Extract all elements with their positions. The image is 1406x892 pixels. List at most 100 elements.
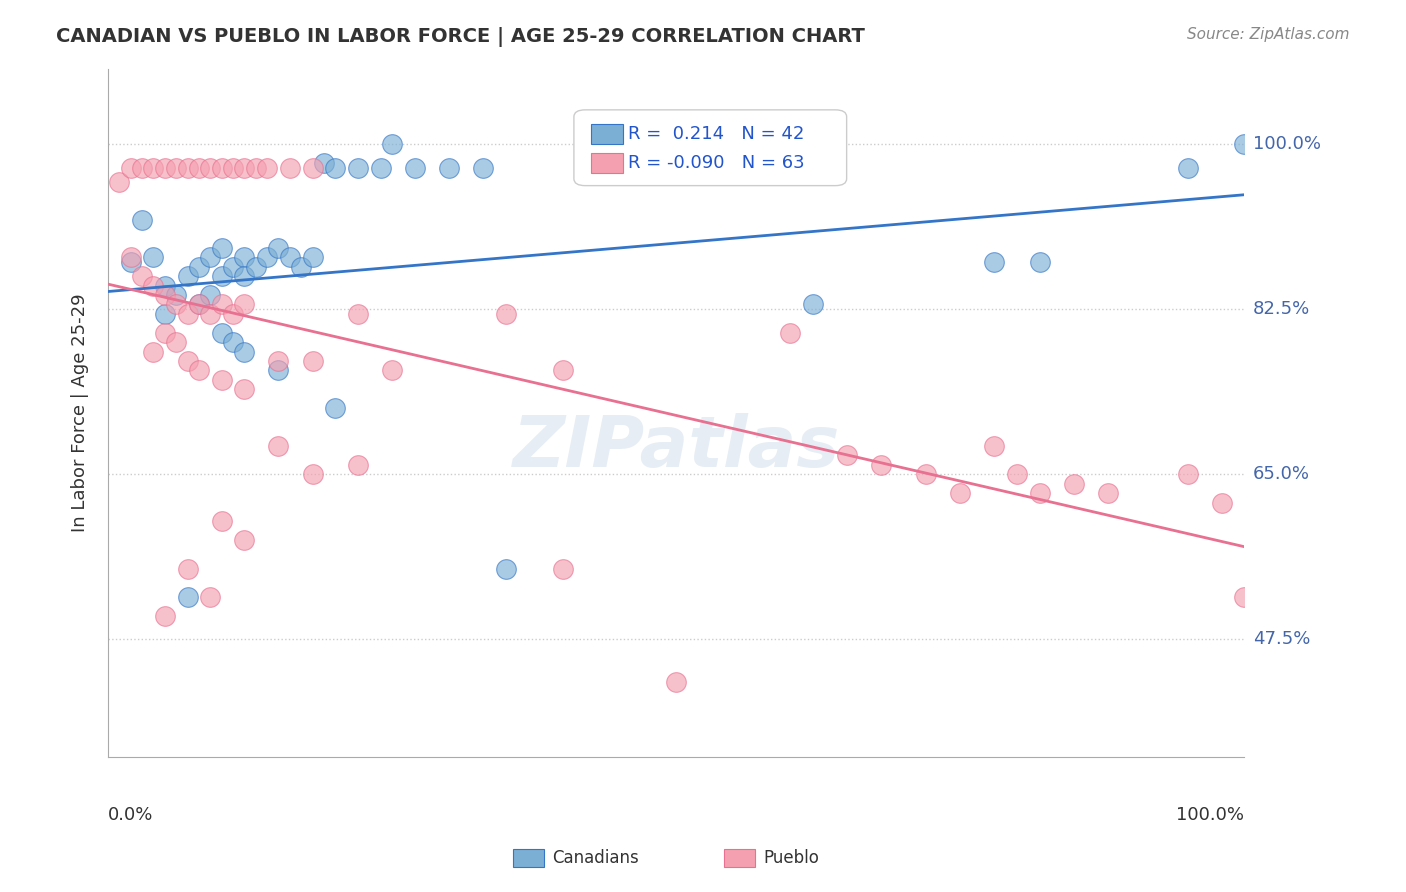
Point	[472, 161, 495, 175]
Point	[1097, 486, 1119, 500]
Point	[222, 307, 245, 321]
Text: 47.5%: 47.5%	[1253, 631, 1310, 648]
Point	[278, 250, 301, 264]
Point	[233, 383, 256, 397]
Point	[142, 250, 165, 264]
Point	[142, 344, 165, 359]
Point	[153, 326, 176, 340]
Text: 0.0%: 0.0%	[108, 805, 153, 823]
Point	[381, 363, 404, 377]
Point	[200, 250, 222, 264]
Point	[142, 161, 165, 175]
Text: ZIPatlas: ZIPatlas	[513, 413, 839, 482]
Point	[211, 241, 233, 255]
Point	[211, 269, 233, 284]
Point	[278, 161, 301, 175]
Point	[256, 161, 278, 175]
Point	[176, 269, 198, 284]
Point	[949, 486, 972, 500]
Point	[1233, 590, 1256, 604]
Point	[233, 250, 256, 264]
Point	[665, 674, 688, 689]
Point	[200, 288, 222, 302]
Point	[1233, 136, 1256, 151]
Text: Canadians: Canadians	[553, 849, 640, 867]
Text: Source: ZipAtlas.com: Source: ZipAtlas.com	[1187, 27, 1350, 42]
Point	[983, 255, 1005, 269]
Point	[120, 250, 142, 264]
Point	[211, 326, 233, 340]
Point	[347, 161, 370, 175]
Point	[211, 373, 233, 387]
Point	[495, 562, 517, 576]
Point	[187, 363, 209, 377]
Point	[200, 307, 222, 321]
FancyBboxPatch shape	[574, 110, 846, 186]
Point	[301, 467, 323, 482]
Point	[347, 458, 370, 472]
Point	[200, 590, 222, 604]
Point	[176, 161, 198, 175]
Point	[153, 278, 176, 293]
Point	[233, 269, 256, 284]
Point	[153, 161, 176, 175]
Point	[983, 439, 1005, 453]
Text: R =  0.214   N = 42: R = 0.214 N = 42	[628, 125, 804, 143]
Point	[404, 161, 426, 175]
Point	[290, 260, 312, 274]
Point	[211, 515, 233, 529]
Point	[301, 250, 323, 264]
Point	[187, 260, 209, 274]
Point	[1211, 495, 1233, 509]
Point	[1177, 467, 1199, 482]
Text: Pueblo: Pueblo	[763, 849, 820, 867]
Point	[165, 161, 187, 175]
Point	[187, 161, 209, 175]
Text: CANADIAN VS PUEBLO IN LABOR FORCE | AGE 25-29 CORRELATION CHART: CANADIAN VS PUEBLO IN LABOR FORCE | AGE …	[56, 27, 865, 46]
Point	[200, 161, 222, 175]
Point	[323, 161, 346, 175]
Point	[1063, 476, 1085, 491]
Point	[176, 562, 198, 576]
Point	[256, 250, 278, 264]
Text: 100.0%: 100.0%	[1177, 805, 1244, 823]
Point	[551, 562, 574, 576]
Point	[120, 255, 142, 269]
Text: 100.0%: 100.0%	[1253, 135, 1320, 153]
Point	[370, 161, 392, 175]
Point	[222, 260, 245, 274]
Point	[233, 161, 256, 175]
Point	[131, 269, 153, 284]
Point	[1029, 486, 1052, 500]
Point	[120, 161, 142, 175]
Point	[267, 241, 290, 255]
Point	[222, 161, 245, 175]
Point	[165, 335, 187, 350]
Point	[187, 297, 209, 311]
Point	[153, 288, 176, 302]
Point	[835, 449, 858, 463]
Text: 65.0%: 65.0%	[1253, 466, 1310, 483]
Text: R = -0.090   N = 63: R = -0.090 N = 63	[628, 154, 806, 172]
Point	[245, 161, 267, 175]
Point	[108, 175, 131, 189]
Point	[1029, 255, 1052, 269]
Point	[267, 354, 290, 368]
Point	[176, 354, 198, 368]
Point	[153, 307, 176, 321]
Point	[176, 307, 198, 321]
Point	[495, 307, 517, 321]
Point	[165, 288, 187, 302]
Point	[869, 458, 891, 472]
Point	[267, 363, 290, 377]
Point	[1177, 161, 1199, 175]
FancyBboxPatch shape	[591, 124, 623, 145]
Point	[233, 297, 256, 311]
Point	[312, 156, 335, 170]
Point	[153, 608, 176, 623]
Y-axis label: In Labor Force | Age 25-29: In Labor Force | Age 25-29	[72, 293, 89, 533]
Point	[245, 260, 267, 274]
Point	[233, 533, 256, 548]
Point	[801, 297, 824, 311]
Point	[347, 307, 370, 321]
